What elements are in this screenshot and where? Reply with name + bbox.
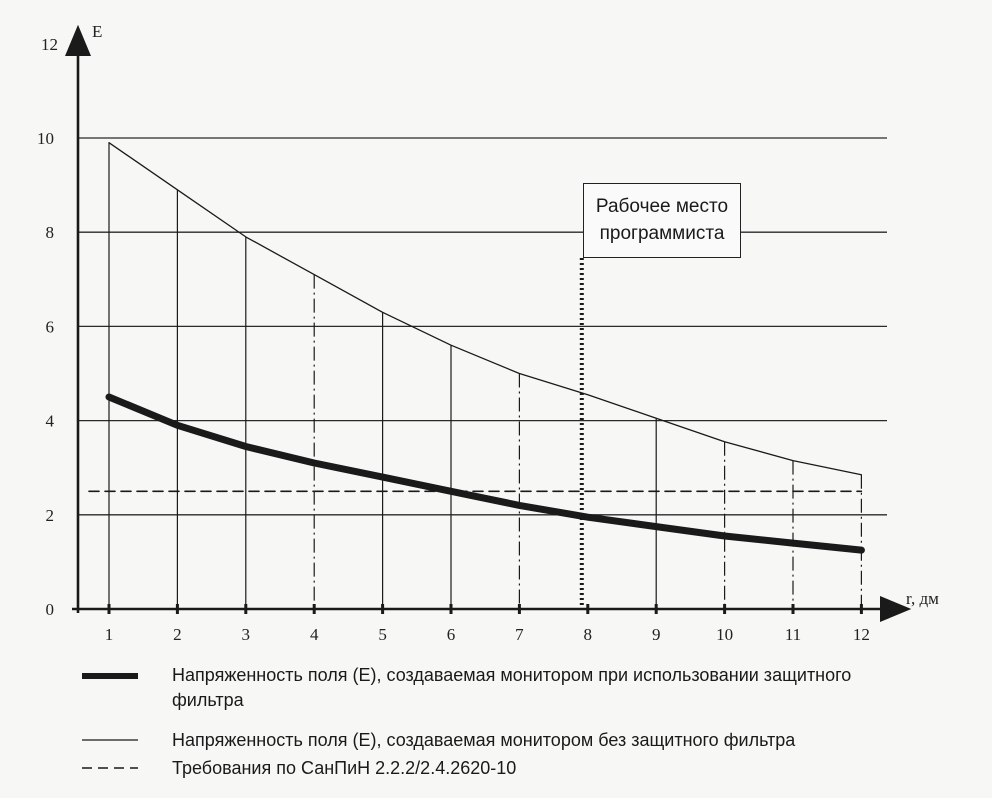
x-tick-label-12: 12 (853, 625, 870, 644)
y-tick-label-6: 6 (46, 317, 55, 336)
legend-label-without-filter: Напряженность поля (Е), создаваемая мони… (172, 730, 796, 750)
x-tick-label-9: 9 (652, 625, 661, 644)
annotation-line-2: программиста (599, 223, 725, 244)
x-tick-label-7: 7 (515, 625, 524, 644)
gridlines (78, 137, 887, 516)
drop-lines (108, 142, 863, 609)
legend-label-sanpin: Требования по СанПиН 2.2.2/2.4.2620-10 (172, 758, 517, 778)
y-tick-label-8: 8 (46, 223, 55, 242)
legend-swatches (82, 673, 138, 769)
x-tick-label-8: 8 (584, 625, 593, 644)
series-without-filter-line (108, 142, 863, 476)
legend-label-with-filter: Напряженность поля (Е), создаваемая мони… (172, 665, 852, 710)
annotation-box: Рабочее место программиста (583, 183, 741, 258)
y-axis-title: E (92, 22, 102, 41)
series-lines (88, 142, 865, 554)
x-tick-label-2: 2 (173, 625, 182, 644)
y-tick-label-10: 10 (37, 129, 54, 148)
y-tick-label-2: 2 (46, 506, 55, 525)
x-axis-title: r, дм (906, 589, 939, 608)
y-tick-label-4: 4 (46, 412, 55, 431)
x-tick-label-10: 10 (716, 625, 733, 644)
x-tick-label-3: 3 (242, 625, 251, 644)
series-with-filter-line (105, 393, 865, 554)
axes (65, 24, 912, 622)
x-tick-label-5: 5 (378, 625, 387, 644)
x-tick-label-6: 6 (447, 625, 456, 644)
y-tick-label-12: 12 (41, 35, 58, 54)
x-tick-label-1: 1 (105, 625, 114, 644)
annotation-line-1: Рабочее место (595, 196, 729, 217)
y-tick-label-0: 0 (46, 600, 55, 619)
x-tick-label-11: 11 (785, 625, 801, 644)
x-tick-label-4: 4 (310, 625, 319, 644)
